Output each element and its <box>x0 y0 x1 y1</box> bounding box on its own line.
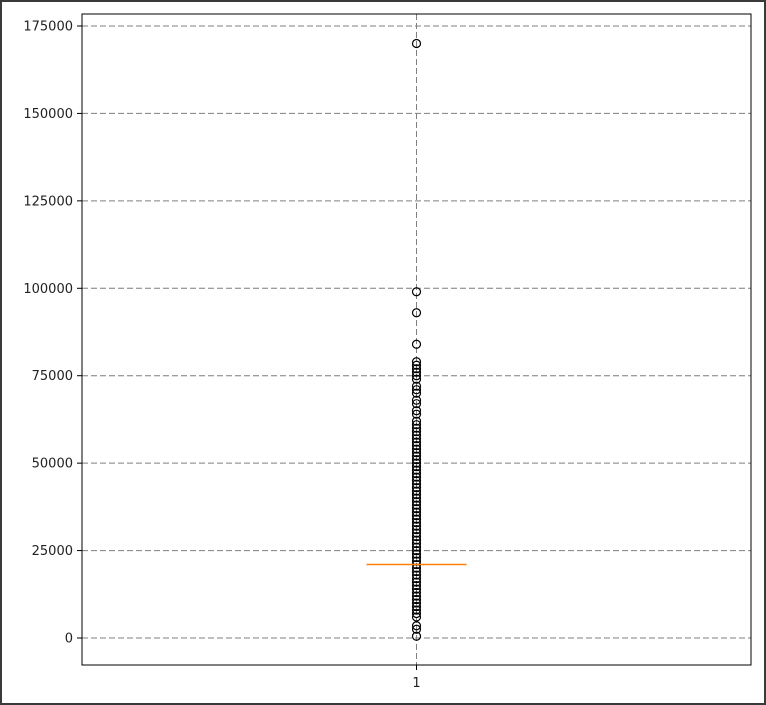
outlier-point <box>411 601 422 612</box>
outlier-point <box>411 549 422 559</box>
outlier-point <box>411 409 422 419</box>
outlier-point <box>411 483 422 493</box>
outlier-point <box>411 287 422 297</box>
y-tick-label: 0 <box>65 632 73 647</box>
outlier-point <box>411 594 422 605</box>
outlier-point <box>411 360 422 370</box>
outlier-point <box>411 434 422 444</box>
outlier-point <box>411 444 422 454</box>
outlier-point <box>411 423 422 433</box>
outlier-point <box>411 566 422 577</box>
outlier-point <box>411 591 422 601</box>
y-tick-label: 25000 <box>32 544 73 559</box>
outlier-point <box>411 416 422 426</box>
outlier-point <box>411 545 422 556</box>
plot-area-border <box>81 13 752 666</box>
outlier-point <box>411 605 422 615</box>
outlier-point <box>411 542 422 552</box>
outlier-point <box>411 612 422 622</box>
outlier-point <box>411 476 422 486</box>
y-tick-label: 50000 <box>32 457 73 472</box>
outlier-point <box>411 374 422 384</box>
outlier-point <box>411 462 422 472</box>
outlier-point <box>411 430 422 440</box>
outlier-point <box>411 510 422 521</box>
outlier-point <box>411 528 422 538</box>
outlier-point <box>411 570 422 580</box>
y-tick-label: 125000 <box>23 194 73 209</box>
outlier-point <box>411 587 422 598</box>
outlier-point <box>411 367 422 377</box>
outlier-point <box>411 514 422 524</box>
outlier-point <box>411 598 422 608</box>
outlier-point <box>411 507 422 517</box>
y-tick-label: 100000 <box>23 282 73 297</box>
outlier-point <box>411 388 422 398</box>
outlier-point <box>411 437 422 447</box>
outlier-point <box>411 472 422 482</box>
outlier-point <box>411 490 422 500</box>
outlier-point <box>411 486 422 496</box>
outlier-point <box>411 420 422 430</box>
outlier-point <box>411 497 422 507</box>
outlier-point <box>411 38 422 49</box>
outlier-point <box>411 339 422 349</box>
outlier-point <box>411 427 422 437</box>
outlier-point <box>411 584 422 594</box>
outlier-point <box>411 381 422 391</box>
outlier-point <box>411 458 422 468</box>
outlier-point <box>411 441 422 451</box>
outlier-point <box>411 538 422 549</box>
outlier-point <box>411 608 422 619</box>
outlier-point <box>411 479 422 489</box>
outlier-point <box>411 517 422 528</box>
outlier-point <box>411 580 422 591</box>
outlier-point <box>411 573 422 584</box>
outlier-point <box>411 469 422 479</box>
outlier-point <box>411 535 422 545</box>
outlier-point <box>411 406 422 416</box>
x-tick-label: 1 <box>412 676 420 691</box>
outlier-point <box>411 395 422 405</box>
y-tick-label: 75000 <box>32 369 73 384</box>
outlier-point <box>411 371 422 381</box>
outlier-point <box>411 552 422 563</box>
outlier-point <box>411 465 422 475</box>
outlier-point <box>411 399 422 409</box>
outlier-point <box>411 621 422 631</box>
outlier-point <box>411 524 422 535</box>
outlier-point <box>411 531 422 542</box>
outlier-point <box>411 631 422 641</box>
outlier-point <box>411 624 422 634</box>
outlier-point <box>411 364 422 374</box>
outlier-point <box>411 385 422 395</box>
outlier-point <box>411 308 422 318</box>
outlier-point <box>411 451 422 461</box>
outlier-point <box>411 577 422 587</box>
outlier-point <box>411 357 422 367</box>
outlier-point <box>411 493 422 503</box>
outlier-point <box>411 521 422 531</box>
outlier-point <box>411 448 422 458</box>
outlier-point <box>411 504 422 514</box>
outlier-point <box>411 455 422 465</box>
outlier-point <box>411 500 422 510</box>
y-tick-label: 175000 <box>23 20 73 35</box>
y-tick-label: 150000 <box>23 107 73 122</box>
